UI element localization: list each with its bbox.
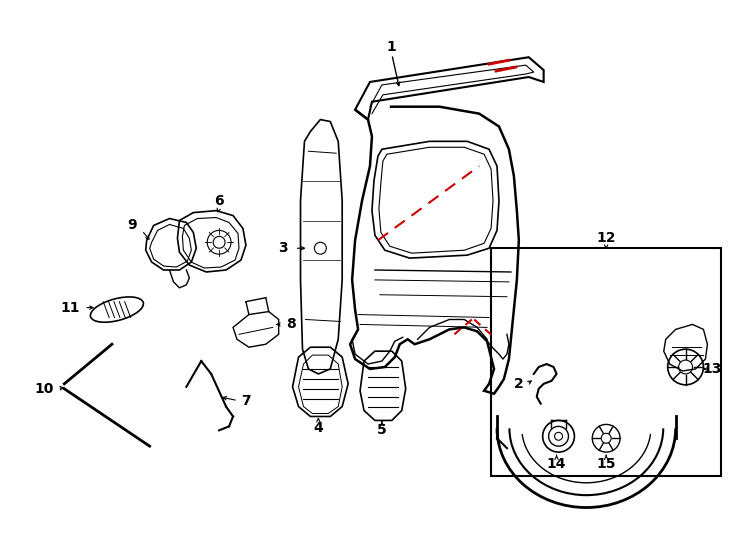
Text: 3: 3 (278, 241, 288, 255)
Text: 2: 2 (514, 377, 524, 391)
Text: 6: 6 (214, 194, 224, 208)
Text: 7: 7 (241, 394, 251, 408)
Text: 1: 1 (387, 40, 396, 55)
Text: 5: 5 (377, 423, 387, 437)
Text: 15: 15 (597, 457, 616, 471)
Text: 12: 12 (597, 231, 616, 245)
Text: 9: 9 (127, 219, 137, 232)
Text: 4: 4 (313, 421, 323, 435)
Bar (491, 248, 722, 476)
Text: 14: 14 (547, 457, 567, 471)
Text: 10: 10 (34, 382, 54, 396)
Text: 8: 8 (286, 318, 296, 332)
Text: 11: 11 (60, 301, 80, 315)
Text: 13: 13 (702, 362, 722, 376)
